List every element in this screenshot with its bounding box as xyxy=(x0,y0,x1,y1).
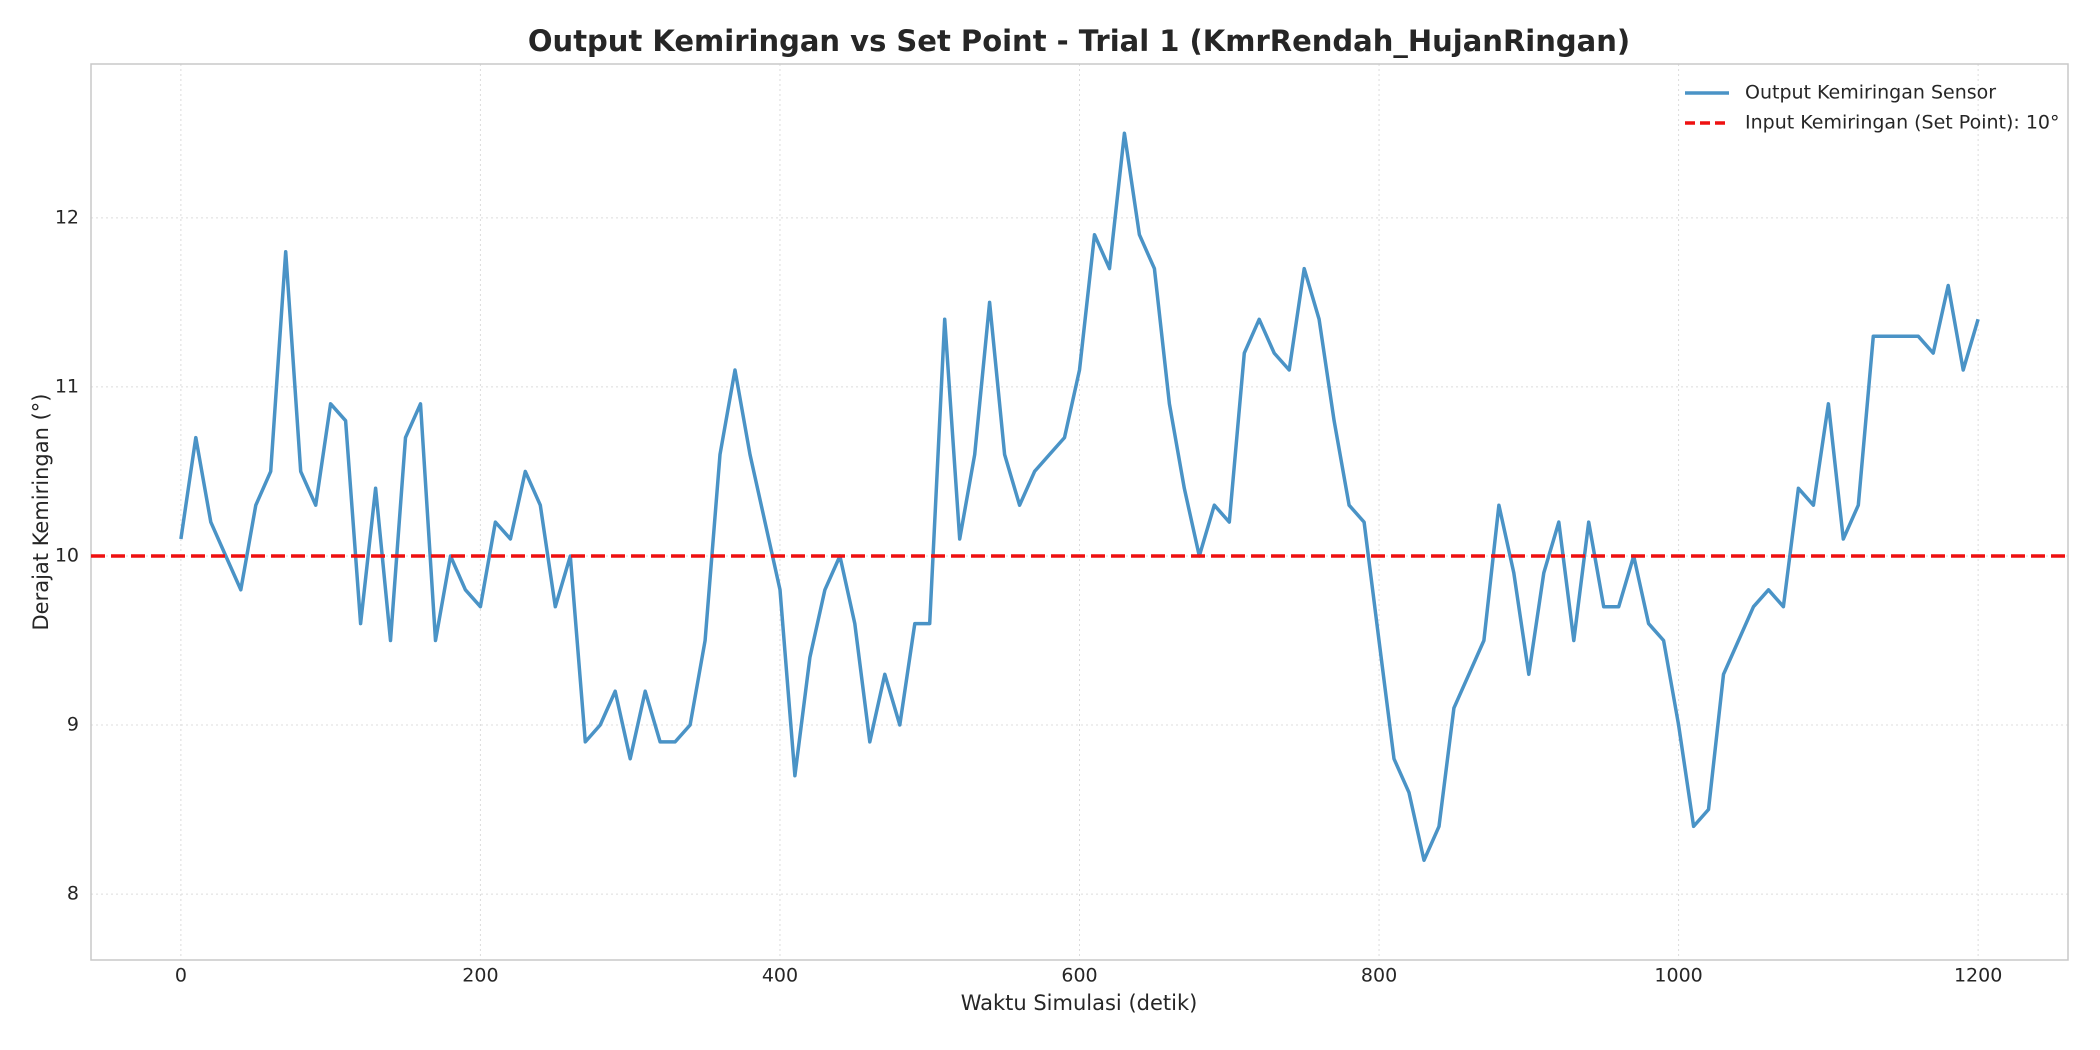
data-line xyxy=(179,131,1980,863)
y-tick-label: 8 xyxy=(67,883,79,905)
y-tick-label: 12 xyxy=(55,206,79,228)
legend-label: Output Kemiringan Sensor xyxy=(1745,82,1996,104)
y-tick-label: 11 xyxy=(55,375,79,397)
y-axis-label: Derajat Kemiringan (°) xyxy=(29,394,53,631)
y-tick-label: 9 xyxy=(67,714,79,736)
x-tick-label: 200 xyxy=(462,965,498,987)
y-tick-label: 10 xyxy=(55,544,79,566)
x-tick-label: 1000 xyxy=(1654,965,1702,987)
x-axis-label: Waktu Simulasi (detik) xyxy=(961,991,1198,1015)
legend-label: Input Kemiringan (Set Point): 10° xyxy=(1745,112,2060,134)
x-tick-label: 600 xyxy=(1061,965,1097,987)
plot-frame xyxy=(90,63,2069,961)
chart-title: Output Kemiringan vs Set Point - Trial 1… xyxy=(528,24,1630,58)
x-tick-label: 0 xyxy=(175,965,187,987)
x-tick-label: 800 xyxy=(1361,965,1397,987)
x-tick-label: 400 xyxy=(762,965,798,987)
x-tick-label: 1200 xyxy=(1954,965,2002,987)
